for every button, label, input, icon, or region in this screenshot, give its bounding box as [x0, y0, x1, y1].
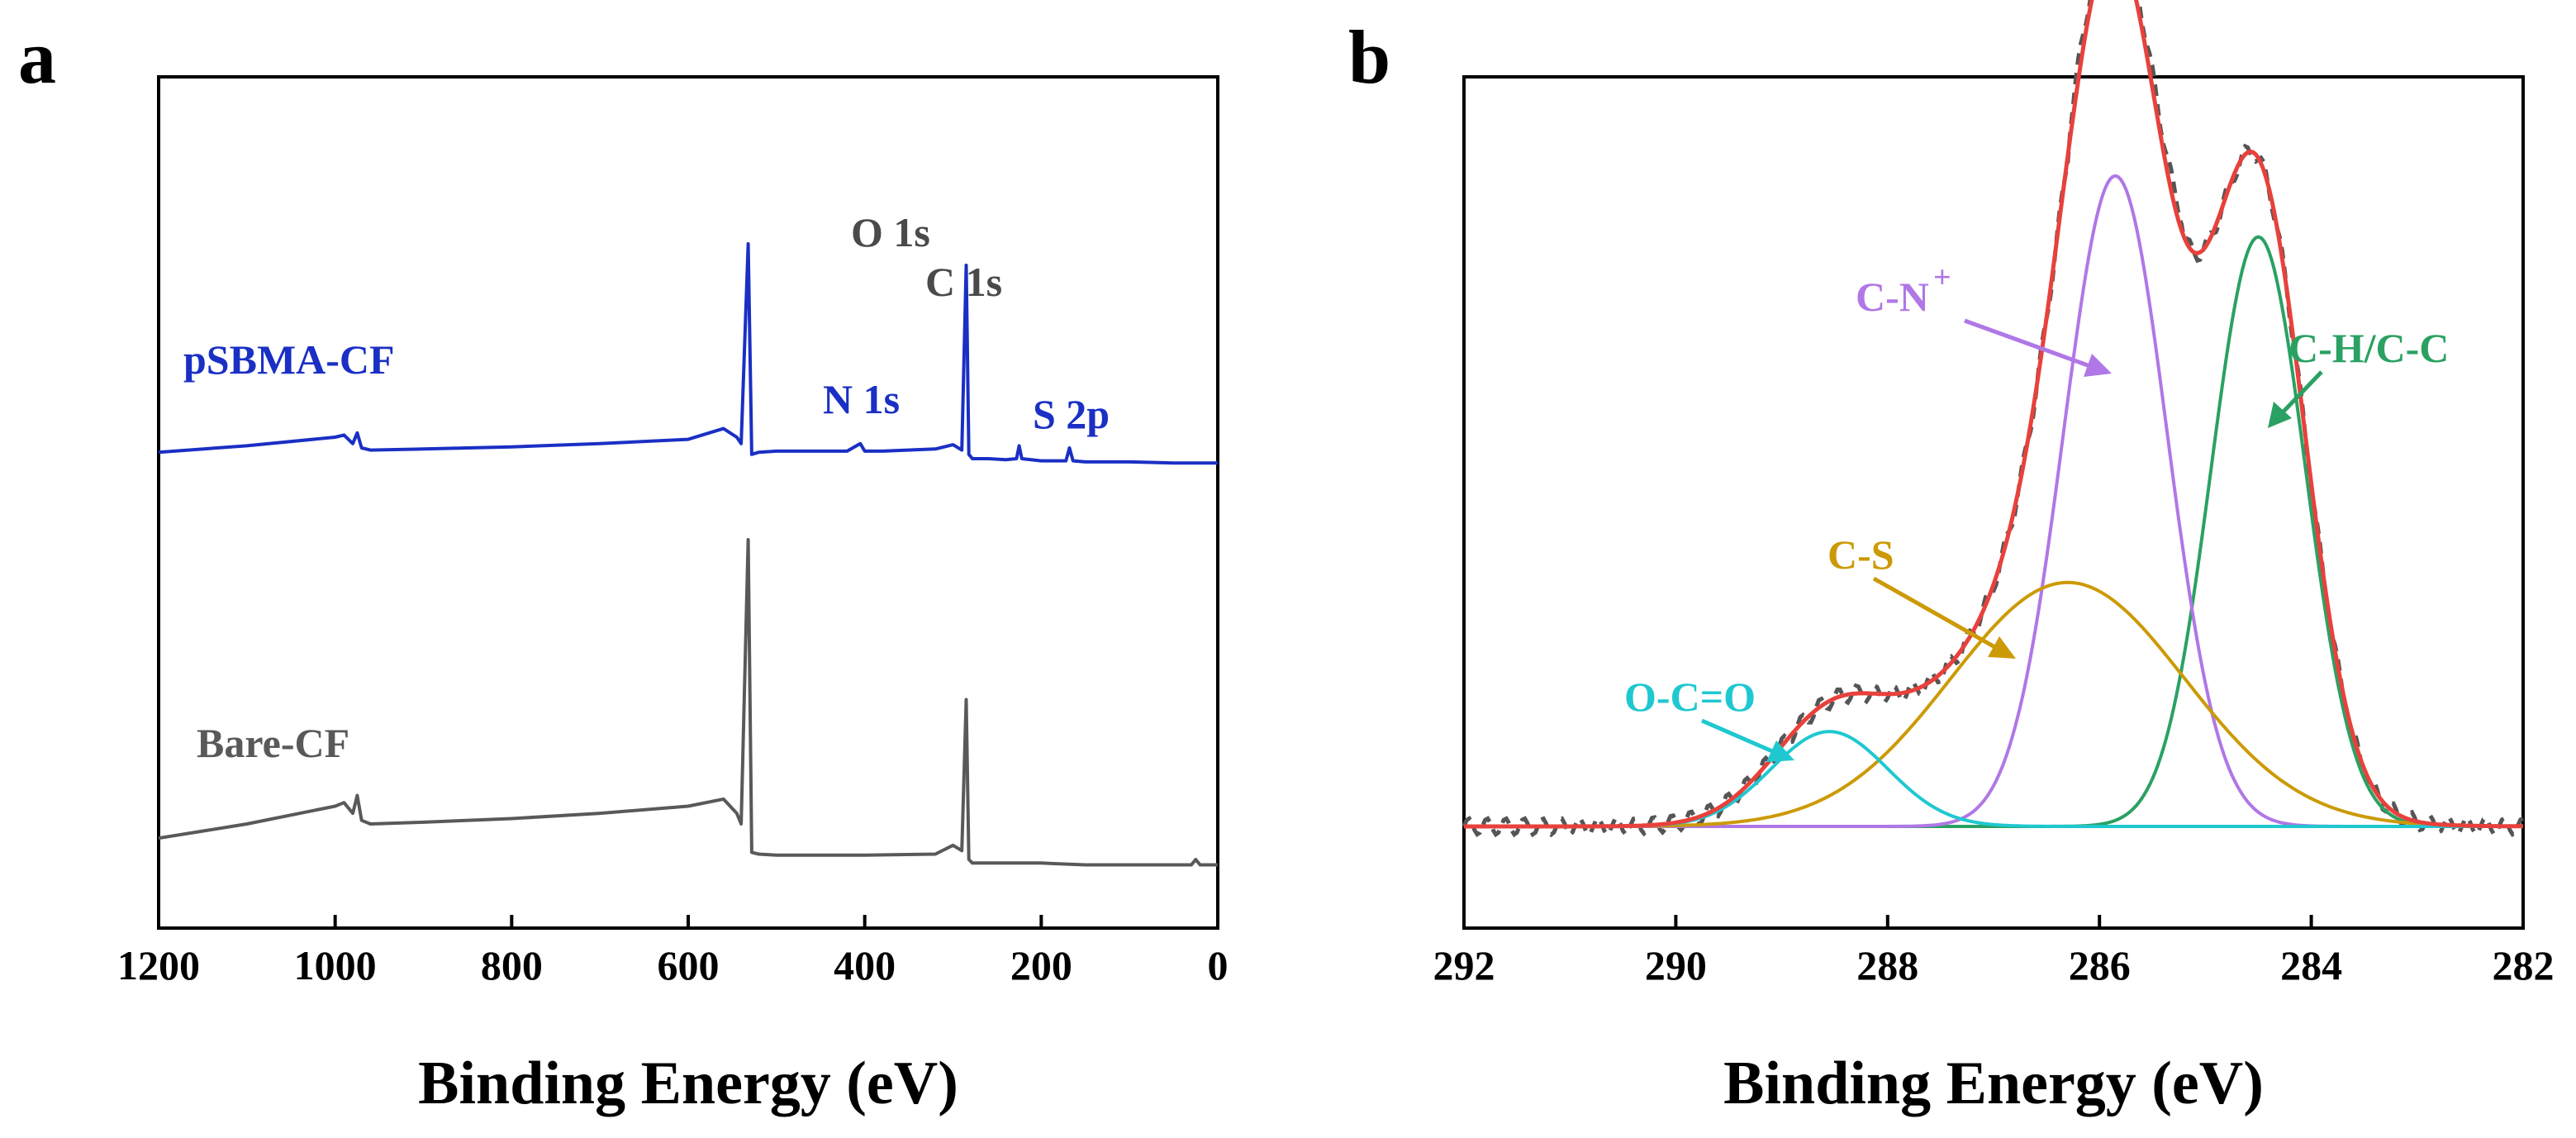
- panel-a-series: [158, 242, 1218, 867]
- series-component-c-s: [1464, 580, 2523, 828]
- series-label-psbma-cf: pSBMA-CF: [183, 336, 395, 383]
- annotation-c-n-plus: C-N +: [1856, 260, 1951, 320]
- series-line-bare-cf: [158, 538, 1218, 867]
- x-tick-label: 400: [834, 942, 896, 988]
- peak-label-s2p: S 2p: [1033, 391, 1110, 437]
- arrow-c-n-plus: [1964, 318, 2098, 371]
- arrowhead-o-c-o: [1766, 740, 1794, 762]
- arrowhead-c-h-c-c: [2268, 402, 2292, 428]
- x-tick-label: 1200: [117, 942, 200, 988]
- x-tick-label: 600: [658, 942, 720, 988]
- panel-b-x-axis-title: Binding Energy (eV): [1723, 1050, 2264, 1117]
- x-tick-label: 0: [1208, 942, 1229, 988]
- panel-b-series: [1461, 0, 2525, 838]
- peak-label-c1s: C 1s: [925, 259, 1002, 305]
- series-line-psbma-cf: [158, 242, 1218, 465]
- x-tick-label: 290: [1645, 942, 1707, 988]
- series-label-bare-cf: Bare-CF: [197, 720, 349, 766]
- annotation-superscript-plus: +: [1933, 260, 1951, 295]
- panel-a-letter: a: [18, 15, 56, 99]
- arrow-c-s: [1872, 576, 2001, 652]
- panel-a-x-axis-title: Binding Energy (eV): [418, 1050, 958, 1117]
- x-tick-label: 800: [481, 942, 543, 988]
- x-tick-label: 288: [1856, 942, 1918, 988]
- x-tick-label: 282: [2493, 942, 2555, 988]
- annotation-arrows: [1701, 318, 2323, 762]
- x-tick-label: 286: [2069, 942, 2131, 988]
- panel-a-x-ticks: 1200 1000 800 600 400 200 0: [117, 915, 1229, 988]
- annotation-c-h-c-c: C-H/C-C: [2288, 325, 2449, 371]
- x-tick-label: 292: [1433, 942, 1495, 988]
- x-tick-label: 200: [1010, 942, 1072, 988]
- panel-b-letter: b: [1348, 15, 1390, 99]
- arrowhead-c-s: [1988, 636, 2016, 659]
- annotation-o-c-o: O-C=O: [1624, 674, 1756, 720]
- annotation-text-c-n: C-N: [1856, 274, 1929, 320]
- arrowhead-c-n-plus: [2084, 354, 2112, 377]
- panel-b-plot-frame: [1462, 75, 2525, 930]
- peak-label-o1s: O 1s: [851, 209, 930, 255]
- x-tick-label: 284: [2280, 942, 2342, 988]
- series-raw-data: [1461, 0, 2525, 838]
- panel-a-plot-frame: [157, 75, 1219, 930]
- series-component-c-n-: [1464, 174, 2523, 828]
- series-envelope-fit: [1464, 0, 2523, 829]
- arrow-c-h-c-c: [2279, 370, 2323, 417]
- arrow-o-c-o: [1701, 718, 1779, 756]
- peak-label-n1s: N 1s: [823, 376, 900, 422]
- x-tick-label: 1000: [294, 942, 377, 988]
- annotation-c-s: C-S: [1827, 531, 1894, 578]
- panel-b-x-ticks: 292 290 288 286 284 282: [1433, 915, 2555, 988]
